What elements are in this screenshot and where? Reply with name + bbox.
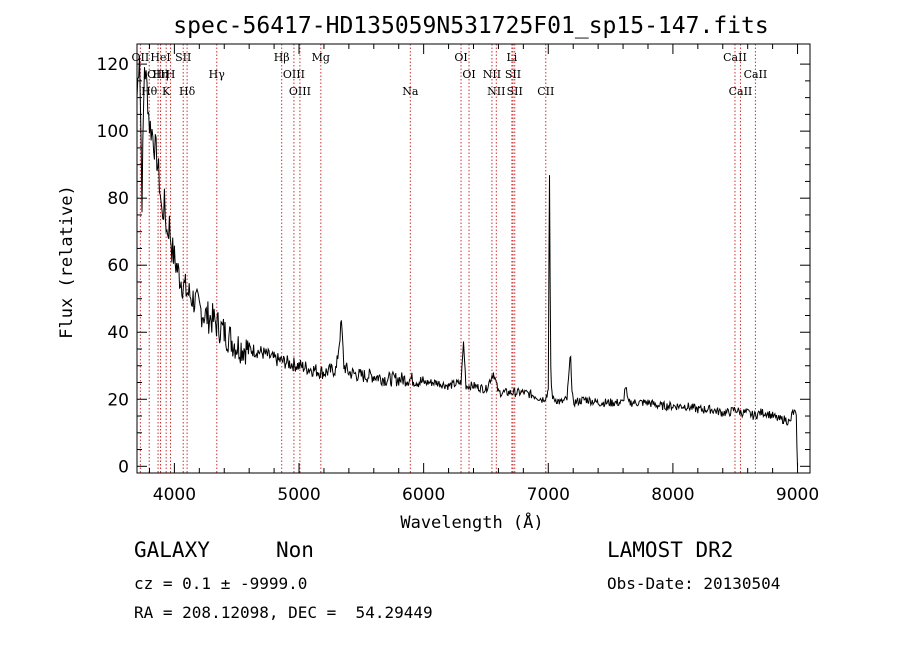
y-tick-label: 80: [107, 189, 129, 209]
marker-label: OII: [132, 51, 150, 64]
y-tick-label: 20: [107, 390, 129, 410]
marker-label: SII: [505, 68, 521, 81]
y-tick-label: 120: [97, 55, 129, 75]
marker-label: Mg: [312, 51, 330, 64]
marker-label: Na: [402, 85, 419, 98]
object-subclass: Non: [276, 538, 314, 562]
marker-label: SII: [175, 51, 191, 64]
marker-label: K: [162, 85, 171, 98]
x-axis-ticks: 4000 5000 6000 7000 8000 9000: [148, 44, 819, 505]
x-tick-label: 6000: [402, 485, 445, 505]
plot-frame: [136, 43, 811, 474]
y-axis-ticks: 0 20 40 60 80 100 120: [97, 55, 810, 477]
marker-label: Hβ: [274, 51, 290, 64]
marker-label: NII: [487, 85, 505, 98]
y-axis-label: Flux (relative): [57, 185, 77, 339]
y-tick-label: 40: [107, 323, 129, 343]
marker-label: Hδ: [179, 85, 196, 98]
marker-label: Li: [506, 51, 517, 64]
marker-label: CaII: [723, 51, 747, 64]
y-tick-label: 0: [118, 457, 129, 477]
marker-label: OIII: [289, 85, 311, 98]
x-tick-label: 4000: [153, 485, 196, 505]
marker-label: CaII: [729, 85, 753, 98]
marker-label: OI: [454, 51, 467, 64]
marker-label: OIII: [283, 68, 305, 81]
redshift-readout: cz = 0.1 ± -9999.0: [134, 574, 308, 593]
marker-label: HeI: [150, 51, 170, 64]
marker-label: NII: [483, 68, 501, 81]
y-tick-label: 100: [97, 122, 129, 142]
marker-label: Hθ: [141, 85, 158, 98]
object-class: GALAXY: [134, 538, 210, 562]
coordinates-readout: RA = 208.12098, DEC = 54.29449: [134, 603, 433, 622]
x-tick-label: 7000: [527, 485, 570, 505]
x-tick-label: 9000: [776, 485, 819, 505]
chart-title: spec-56417-HD135059N531725F01_sp15-147.f…: [173, 13, 768, 39]
y-tick-label: 60: [107, 256, 129, 276]
x-axis-label: Wavelength (Å): [400, 511, 543, 533]
marker-label: SII: [507, 85, 523, 98]
x-tick-label: 5000: [277, 485, 320, 505]
x-tick-label: 8000: [651, 485, 694, 505]
marker-label: Hγ: [209, 68, 226, 81]
survey-name: LAMOST DR2: [607, 538, 734, 562]
marker-label: OI: [462, 68, 475, 81]
marker-label: OIII: [147, 68, 169, 81]
spectral-line-markers: [139, 44, 756, 473]
marker-label: CaII: [744, 68, 768, 81]
marker-label: Hη: [152, 68, 168, 81]
marker-label: CII: [537, 85, 554, 98]
observation-date: Obs-Date: 20130504: [607, 574, 781, 593]
spectrum-line: [136, 55, 798, 467]
marker-label: H: [166, 68, 176, 81]
